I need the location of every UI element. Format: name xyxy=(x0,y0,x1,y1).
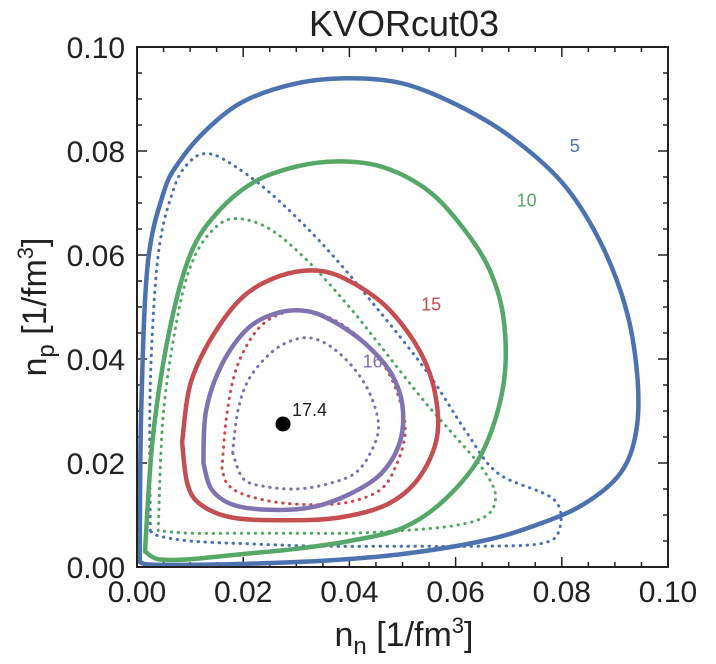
contour-lines xyxy=(137,75,641,568)
axis-tick-labels: 0.00 0.02 0.04 0.06 0.08 0.10 0.00 0.02 0.04 0.06… xyxy=(67,32,698,609)
plot-frame xyxy=(136,46,669,568)
contour-label-16: 16 xyxy=(363,352,383,372)
x-tick-label: 0.10 xyxy=(639,576,697,609)
contour-5-dotted xyxy=(148,152,563,548)
x-axis-label: nn [1/fm3] xyxy=(334,613,473,660)
y-label-sub: p xyxy=(33,344,60,357)
contour-label-15: 15 xyxy=(421,294,441,314)
y-tick-label: 0.08 xyxy=(67,136,125,169)
y-tick-label: 0.02 xyxy=(67,448,125,481)
contour-label-5: 5 xyxy=(570,136,580,156)
y-tick-label: 0.04 xyxy=(67,344,125,377)
x-label-sub: n xyxy=(353,633,366,660)
axis-ticks xyxy=(136,46,669,568)
x-tick-label: 0.00 xyxy=(108,576,166,609)
contour-16-dotted xyxy=(231,336,381,491)
contour-labels: 5 10 15 16 xyxy=(363,136,580,372)
contour-10-solid xyxy=(142,159,508,563)
y-label-sup: 3 xyxy=(13,247,38,259)
y-tick-label: 0.00 xyxy=(67,552,125,585)
x-tick-label: 0.06 xyxy=(426,576,484,609)
x-tick-label: 0.04 xyxy=(320,576,378,609)
x-label-unit-close: ] xyxy=(464,616,473,654)
x-label-unit: [1/fm xyxy=(367,616,452,654)
x-tick-label: 0.08 xyxy=(533,576,591,609)
contour-10-dotted xyxy=(156,217,498,535)
center-point xyxy=(275,416,291,432)
x-label-base: n xyxy=(334,616,353,654)
y-label-unit-close: ] xyxy=(16,237,54,246)
contour-5-solid xyxy=(137,75,641,568)
y-label-unit: [1/fm xyxy=(16,259,54,344)
contour-label-10: 10 xyxy=(517,190,537,210)
x-tick-label: 0.02 xyxy=(214,576,272,609)
contour-15-solid xyxy=(179,268,441,523)
x-label-sup: 3 xyxy=(452,613,464,638)
y-axis-label: np [1/fm3] xyxy=(13,237,60,376)
y-tick-label: 0.10 xyxy=(67,32,125,65)
y-tick-label: 0.06 xyxy=(67,240,125,273)
y-label-base: n xyxy=(16,358,54,377)
chart-title: KVORcut03 xyxy=(309,3,499,44)
contour-16-solid xyxy=(201,308,406,513)
center-point-label: 17.4 xyxy=(292,400,327,420)
center-point-group: 17.4 xyxy=(275,400,327,432)
